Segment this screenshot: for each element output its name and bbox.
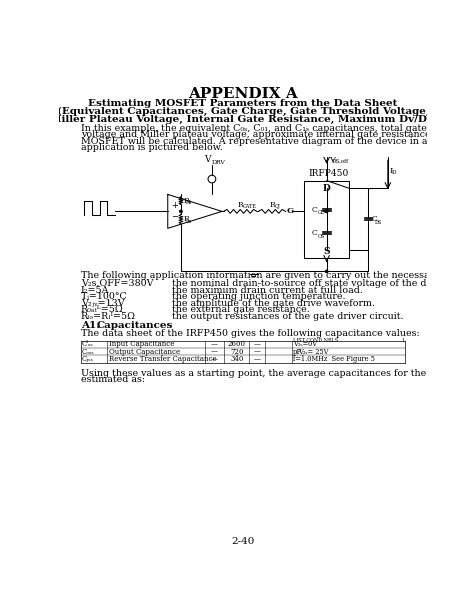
Text: DS: DS	[374, 219, 382, 225]
Text: the maximum drain current at full load.: the maximum drain current at full load.	[172, 286, 363, 295]
Text: GATE: GATE	[243, 204, 256, 209]
Text: GD: GD	[317, 210, 325, 215]
Text: pF: pF	[292, 348, 302, 356]
Text: +: +	[171, 202, 178, 210]
Text: The data sheet of the IRFP450 gives the following capacitance values:: The data sheet of the IRFP450 gives the …	[81, 329, 419, 338]
Text: GJ: GJ	[274, 204, 280, 209]
Text: 1: 1	[401, 338, 404, 343]
Text: V₂ₛ=0V: V₂ₛ=0V	[293, 340, 317, 348]
Text: R₀ₐₜᴸ=5Ω: R₀ₐₜᴸ=5Ω	[81, 305, 124, 314]
Text: the operating junction temperature.: the operating junction temperature.	[172, 292, 345, 301]
Text: the output resistances of the gate driver circuit.: the output resistances of the gate drive…	[172, 312, 403, 321]
Text: C: C	[311, 206, 317, 214]
Circle shape	[326, 210, 328, 213]
Text: Output Capacitance: Output Capacitance	[109, 348, 180, 356]
Text: C: C	[311, 229, 317, 237]
Text: In this example, the equivalent C₀ₛ, C₀₁, and C₁ₛ capacitances, total gate charg: In this example, the equivalent C₀ₛ, C₀₁…	[81, 124, 474, 132]
Text: Estimating MOSFET Parameters from the Data Sheet: Estimating MOSFET Parameters from the Da…	[88, 99, 398, 108]
Text: V₂s,OFF=380V: V₂s,OFF=380V	[81, 279, 154, 288]
Text: D: D	[392, 170, 396, 175]
Text: —: —	[211, 340, 218, 348]
Text: Capacitances: Capacitances	[96, 321, 173, 330]
Text: estimated as:: estimated as:	[81, 375, 145, 384]
Text: S: S	[323, 247, 330, 256]
Text: V: V	[204, 154, 210, 164]
Text: V: V	[329, 156, 335, 164]
Text: Rₗₒ=Rₗᴵ=5Ω: Rₗₒ=Rₗᴵ=5Ω	[81, 312, 136, 321]
Text: V₂ⱼᵥ=13V: V₂ⱼᵥ=13V	[81, 299, 125, 308]
Text: APPENDIX A: APPENDIX A	[188, 88, 298, 101]
Text: Cₒₛₛ: Cₒₛₛ	[82, 348, 94, 356]
Text: Reverse Transfer Capacitance: Reverse Transfer Capacitance	[109, 355, 217, 363]
Text: DS,off: DS,off	[332, 158, 349, 163]
Text: I₂=5A: I₂=5A	[81, 286, 109, 295]
Text: I: I	[390, 167, 393, 175]
Text: —: —	[254, 348, 260, 356]
Text: MOSFET will be calculated. A representative diagram of the device in a ground re: MOSFET will be calculated. A representat…	[81, 137, 474, 146]
Text: f=1.0MHz  See Figure 5: f=1.0MHz See Figure 5	[293, 355, 375, 363]
Text: 2-40: 2-40	[231, 537, 255, 546]
Text: the external gate resistance.: the external gate resistance.	[172, 305, 310, 314]
Text: G: G	[287, 207, 294, 215]
Text: Cᴵₛₛ: Cᴵₛₛ	[82, 340, 93, 348]
Text: 340: 340	[230, 355, 244, 363]
Text: —: —	[254, 340, 260, 348]
Circle shape	[326, 270, 328, 273]
Text: −: −	[171, 212, 178, 221]
Text: Using these values as a starting point, the average capacitances for the actual : Using these values as a starting point, …	[81, 369, 474, 378]
Text: Hi: Hi	[186, 200, 191, 205]
Text: Lo: Lo	[186, 219, 192, 224]
Text: 720: 720	[230, 348, 244, 356]
Text: LIST COND NBLS: LIST COND NBLS	[293, 338, 338, 343]
Text: Miller Plateau Voltage, Internal Gate Resistance, Maximum Dv/Dt): Miller Plateau Voltage, Internal Gate Re…	[50, 115, 436, 123]
Text: R: R	[237, 201, 243, 209]
Text: D: D	[323, 184, 330, 193]
Text: R: R	[183, 197, 189, 205]
Text: IRFP450: IRFP450	[308, 169, 348, 178]
Text: (Equivalent Capacitances, Gate Charge, Gate Threshold Voltage,: (Equivalent Capacitances, Gate Charge, G…	[57, 107, 429, 116]
Text: Input Capacitance: Input Capacitance	[109, 340, 174, 348]
Text: —: —	[254, 355, 260, 363]
Text: C: C	[372, 215, 377, 223]
Text: the nominal drain-to-source off state voltage of the device.: the nominal drain-to-source off state vo…	[172, 279, 454, 288]
Text: —: —	[211, 348, 218, 356]
Text: Cⱼₛₛ: Cⱼₛₛ	[82, 355, 94, 363]
Bar	[304, 181, 349, 257]
Circle shape	[180, 210, 182, 213]
Text: V₂ₛ= 25V: V₂ₛ= 25V	[298, 348, 328, 356]
Text: the amplitude of the gate drive waveform.: the amplitude of the gate drive waveform…	[172, 299, 374, 308]
Text: R: R	[269, 201, 275, 209]
Text: A1.: A1.	[81, 321, 100, 330]
Text: Tⱼ=100°C: Tⱼ=100°C	[81, 292, 128, 301]
Text: 2600: 2600	[228, 340, 246, 348]
Text: —: —	[211, 355, 218, 363]
Text: application is pictured below.: application is pictured below.	[81, 143, 223, 152]
Text: voltage and Miller plateau voltage, approximate internal gate resistance, and dv: voltage and Miller plateau voltage, appr…	[81, 130, 474, 139]
Text: DRV: DRV	[212, 160, 226, 165]
Text: R: R	[183, 215, 189, 223]
Text: OS: OS	[317, 234, 325, 238]
Text: The following application information are given to carry out the necessary calcu: The following application information ar…	[81, 272, 474, 281]
